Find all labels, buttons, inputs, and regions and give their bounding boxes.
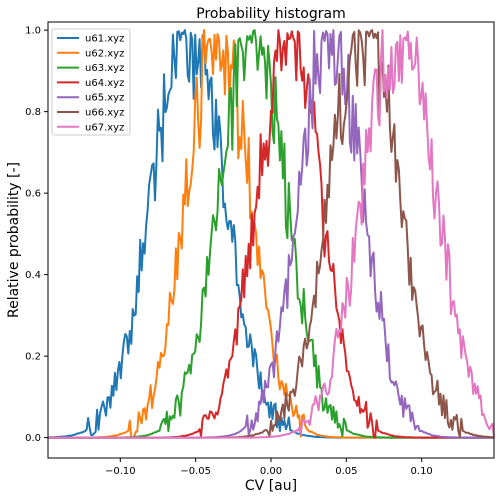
legend-label: u67.xyz [85, 122, 124, 133]
y-ticks: 0.0 0.2 0.4 0.6 0.8 1.0 [25, 26, 48, 444]
x-tick-label: 0.05 [335, 466, 357, 477]
x-ticks: −0.10 −0.05 0.00 0.05 0.10 [105, 458, 433, 477]
legend-box [51, 28, 131, 136]
chart-title: Probability histogram [196, 6, 345, 22]
x-tick-label: −0.05 [180, 466, 211, 477]
legend-label: u65.xyz [85, 93, 124, 104]
legend: u61.xyz u62.xyz u63.xyz u64.xyz u65.xyz u66.x… [51, 28, 131, 136]
legend-label: u61.xyz [85, 34, 124, 45]
legend-items: u61.xyz u62.xyz u63.xyz u64.xyz u65.xyz u66.x… [57, 34, 124, 133]
y-tick-label: 0.2 [25, 352, 41, 363]
x-axis-label: CV [au] [245, 478, 297, 494]
y-tick-label: 0.6 [25, 189, 41, 200]
legend-label: u64.xyz [85, 78, 124, 89]
y-axis-label: Relative probability [-] [6, 162, 22, 318]
x-tick-label: 0.00 [260, 466, 282, 477]
y-tick-label: 0.0 [25, 433, 41, 444]
legend-label: u63.xyz [85, 63, 124, 74]
y-tick-label: 0.4 [25, 270, 41, 281]
x-tick-label: 0.10 [411, 466, 433, 477]
x-tick-label: −0.10 [105, 466, 136, 477]
series-layer [47, 29, 495, 439]
y-tick-label: 0.8 [25, 107, 41, 118]
y-tick-label: 1.0 [25, 26, 41, 37]
series-line-u67 [48, 29, 495, 439]
legend-label: u66.xyz [85, 108, 124, 119]
legend-label: u62.xyz [85, 48, 124, 59]
